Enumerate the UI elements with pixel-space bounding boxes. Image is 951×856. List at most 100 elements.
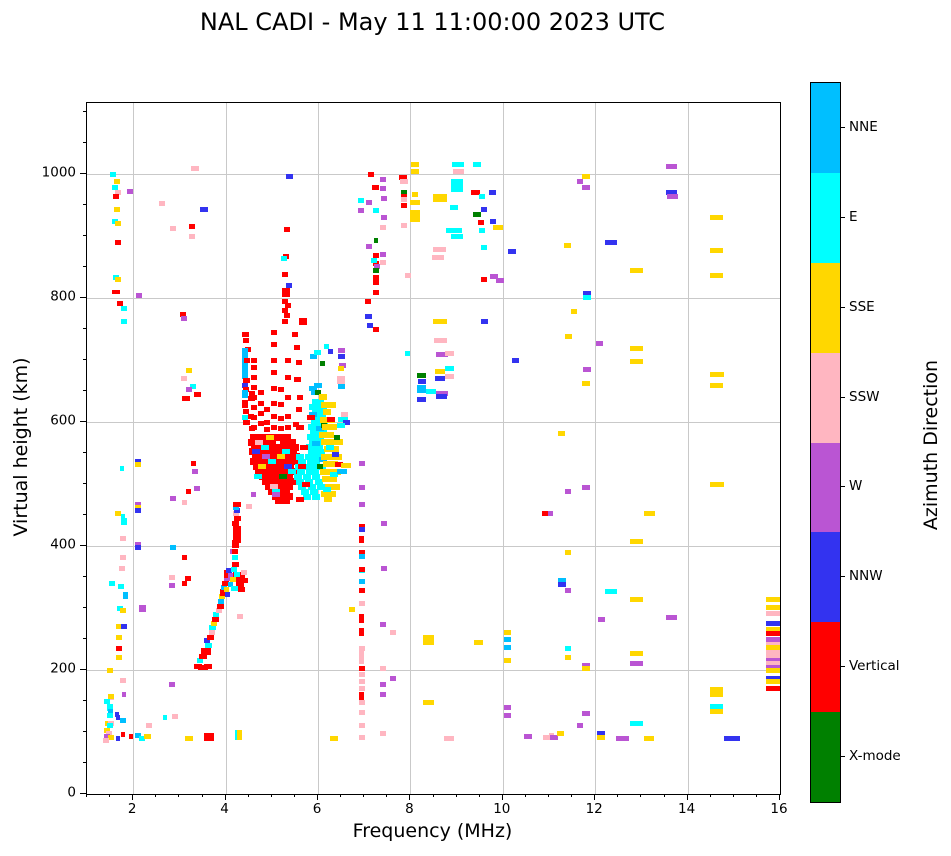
y-tick-minor bbox=[83, 235, 86, 237]
data-point bbox=[404, 350, 410, 356]
data-point bbox=[410, 199, 420, 205]
data-point bbox=[577, 179, 584, 185]
x-tick-minor bbox=[663, 794, 665, 797]
data-point bbox=[312, 424, 321, 431]
data-point bbox=[256, 433, 266, 441]
data-point bbox=[480, 318, 488, 324]
grid-line-vertical bbox=[780, 103, 781, 794]
colorbar-segment-ssw bbox=[811, 352, 840, 443]
data-point bbox=[541, 510, 546, 516]
data-point bbox=[116, 654, 123, 660]
data-point bbox=[287, 448, 297, 456]
data-point bbox=[215, 608, 222, 614]
data-point bbox=[630, 345, 644, 351]
data-point bbox=[268, 468, 278, 476]
data-point bbox=[271, 385, 278, 391]
data-point bbox=[582, 184, 590, 190]
data-point bbox=[232, 511, 239, 517]
data-point bbox=[359, 628, 365, 637]
data-point bbox=[433, 337, 447, 343]
data-point bbox=[481, 244, 488, 250]
data-point bbox=[665, 190, 677, 196]
data-point bbox=[242, 414, 248, 420]
data-point bbox=[278, 387, 284, 393]
data-point bbox=[320, 401, 329, 408]
data-point bbox=[307, 483, 316, 490]
data-point bbox=[365, 313, 373, 319]
data-point bbox=[390, 675, 397, 681]
data-point bbox=[312, 473, 321, 480]
data-point bbox=[358, 566, 365, 572]
data-point bbox=[271, 341, 278, 347]
data-point bbox=[115, 276, 121, 282]
data-point bbox=[268, 448, 278, 456]
data-point bbox=[270, 484, 279, 490]
data-point bbox=[330, 471, 339, 477]
data-point bbox=[372, 253, 379, 258]
data-point bbox=[206, 635, 214, 641]
grid-line-horizontal bbox=[87, 670, 780, 672]
data-point bbox=[368, 171, 375, 177]
data-point bbox=[306, 468, 315, 475]
data-point bbox=[181, 315, 187, 321]
data-point bbox=[293, 473, 302, 480]
x-tick-minor bbox=[201, 794, 203, 797]
data-point bbox=[248, 413, 254, 419]
x-tick-minor bbox=[155, 794, 157, 797]
data-point bbox=[111, 185, 118, 191]
data-point bbox=[311, 434, 320, 440]
data-point bbox=[665, 614, 677, 620]
colorbar-axis-label: Azimuth Direction bbox=[920, 359, 942, 531]
colorbar-tick-label: W bbox=[849, 478, 863, 495]
data-point bbox=[315, 389, 321, 395]
data-point bbox=[307, 458, 316, 465]
data-point bbox=[230, 577, 236, 583]
data-point bbox=[379, 731, 386, 737]
data-point bbox=[250, 492, 256, 498]
data-point bbox=[379, 251, 386, 257]
data-point bbox=[271, 473, 281, 481]
data-point bbox=[311, 458, 320, 465]
data-point bbox=[169, 582, 175, 588]
data-point bbox=[582, 484, 590, 490]
data-point bbox=[317, 464, 324, 470]
data-point bbox=[359, 650, 365, 664]
data-point bbox=[286, 438, 296, 446]
data-point bbox=[358, 671, 365, 677]
data-point bbox=[284, 493, 294, 500]
colorbar-tick-label: Vertical bbox=[849, 658, 900, 675]
data-point bbox=[295, 424, 304, 430]
data-point bbox=[251, 404, 258, 410]
x-tick-major bbox=[224, 794, 226, 800]
data-point bbox=[200, 648, 211, 655]
data-point bbox=[264, 419, 271, 425]
data-point bbox=[281, 287, 290, 297]
data-point bbox=[219, 589, 227, 597]
data-point bbox=[262, 453, 271, 459]
data-point bbox=[184, 735, 193, 741]
data-point bbox=[765, 631, 780, 636]
y-tick-label: 800 bbox=[50, 288, 76, 305]
data-point bbox=[314, 404, 322, 411]
data-point bbox=[232, 572, 245, 583]
data-point bbox=[381, 565, 388, 571]
data-point bbox=[372, 326, 379, 332]
data-point bbox=[417, 396, 427, 402]
colorbar-tick-label: X-mode bbox=[849, 748, 901, 765]
data-point bbox=[265, 483, 274, 491]
data-point bbox=[543, 735, 551, 741]
x-tick-minor bbox=[340, 794, 342, 797]
data-point bbox=[400, 197, 407, 203]
data-point bbox=[474, 639, 484, 645]
colorbar-tick-label: NNE bbox=[849, 118, 878, 135]
data-point bbox=[309, 354, 317, 359]
x-axis-label: Frequency (MHz) bbox=[352, 820, 513, 842]
data-point bbox=[710, 382, 724, 388]
data-point bbox=[119, 466, 124, 472]
x-tick-minor bbox=[455, 794, 457, 797]
data-point bbox=[765, 658, 780, 664]
data-point bbox=[470, 189, 480, 195]
data-point bbox=[549, 734, 558, 740]
data-point bbox=[118, 583, 125, 589]
data-point bbox=[358, 645, 365, 651]
